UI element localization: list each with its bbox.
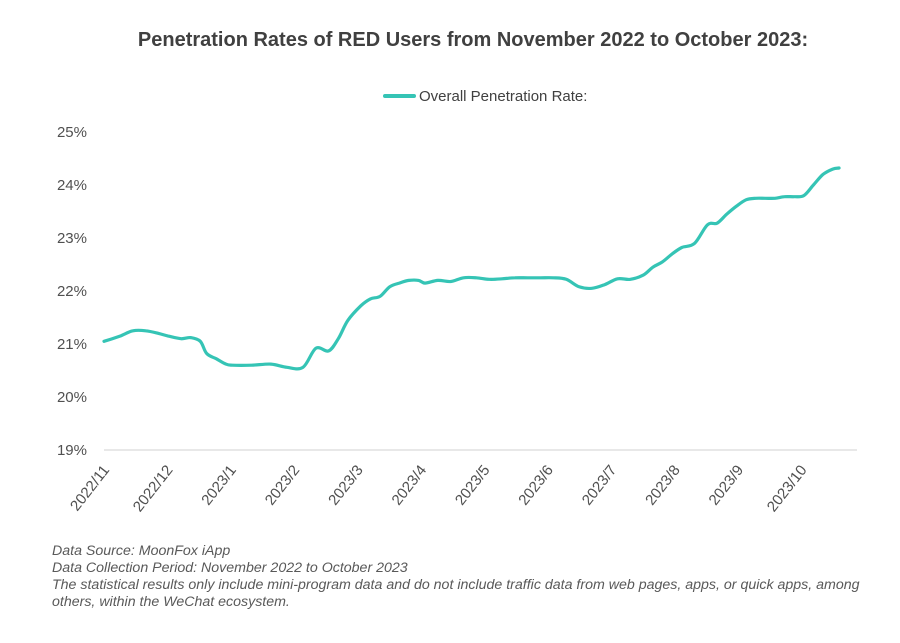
data-period-note: Data Collection Period: November 2022 to… [52, 560, 408, 576]
y-tick-label: 20% [57, 389, 87, 406]
x-tick-label: 2022/11 [67, 462, 113, 514]
y-tick-label: 25% [57, 124, 87, 141]
y-axis: 19% 20% 21% 22% 23% 24% 25% [57, 124, 87, 459]
x-tick-label: 2023/1 [198, 462, 240, 509]
legend: Overall Penetration Rate: [383, 88, 587, 105]
footnotes: Data Source: MoonFox iApp Data Collectio… [52, 543, 882, 611]
y-tick-label: 24% [57, 177, 87, 194]
x-tick-label: 2023/9 [706, 462, 748, 509]
x-tick-label: 2023/8 [642, 462, 684, 509]
x-tick-label: 2023/6 [515, 462, 557, 509]
y-tick-label: 21% [57, 336, 87, 353]
y-tick-label: 19% [57, 442, 87, 459]
legend-label: Overall Penetration Rate: [419, 88, 587, 105]
x-tick-label: 2023/5 [452, 462, 494, 509]
x-tick-label: 2023/7 [579, 462, 621, 509]
x-tick-label: 2023/3 [325, 462, 367, 509]
y-tick-label: 23% [57, 230, 87, 247]
x-tick-label: 2023/2 [262, 462, 304, 509]
chart-title: Penetration Rates of RED Users from Nove… [138, 29, 808, 51]
plot-area [102, 166, 857, 451]
x-axis: 2022/11 2022/12 2023/1 2023/2 2023/3 2023/4 20… [67, 462, 810, 515]
x-tick-label: 2023/4 [389, 462, 431, 509]
scope-note: The statistical results only include min… [52, 577, 860, 610]
data-source-note: Data Source: MoonFox iApp [52, 543, 231, 559]
x-tick-label: 2023/10 [764, 462, 811, 515]
y-tick-label: 22% [57, 283, 87, 300]
x-tick-label: 2022/12 [130, 462, 177, 515]
series-line-overall-penetration-rate [102, 166, 841, 371]
